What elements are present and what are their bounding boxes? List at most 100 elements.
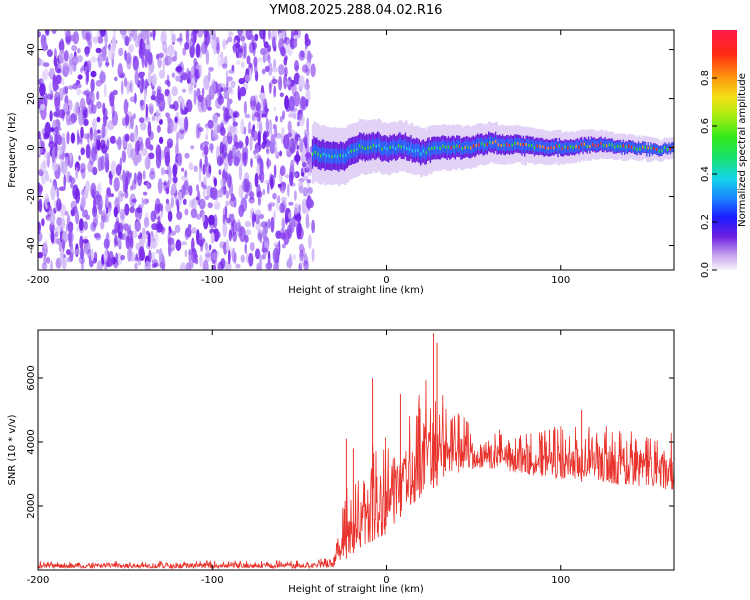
noise-blob xyxy=(42,62,50,68)
noise-blob xyxy=(235,263,241,269)
noise-blob xyxy=(200,239,204,253)
noise-blob xyxy=(51,161,59,172)
noise-blob xyxy=(158,69,165,79)
noise-blob xyxy=(267,182,270,195)
noise-blob xyxy=(118,47,124,57)
spectrogram-frame xyxy=(37,29,675,271)
noise-blob xyxy=(273,46,277,52)
noise-blob xyxy=(75,167,78,179)
noise-blob xyxy=(223,107,230,123)
noise-blob xyxy=(262,189,266,196)
noise-blob xyxy=(150,210,156,223)
noise-blob xyxy=(279,202,285,214)
noise-blob xyxy=(139,232,143,239)
noise-blob xyxy=(226,173,232,188)
noise-blob xyxy=(176,37,183,43)
noise-blob xyxy=(143,198,149,205)
noise-blob xyxy=(248,42,255,54)
noise-blob xyxy=(212,30,216,42)
noise-blob xyxy=(219,83,226,88)
noise-blob xyxy=(196,184,199,192)
noise-blob xyxy=(272,66,278,73)
noise-blob xyxy=(204,30,210,46)
noise-blob xyxy=(244,220,252,228)
noise-blob xyxy=(264,179,271,185)
noise-blob xyxy=(245,135,249,147)
colorbar: 0.0 0.2 0.4 0.6 0.8 Normalized spectral ampl… xyxy=(700,30,748,278)
noise-blob xyxy=(135,253,138,260)
noise-blob xyxy=(246,252,250,264)
snr-panel: -200 -100 0 100 2000 4000 6000 Height of stra… xyxy=(7,329,675,595)
noise-blob xyxy=(177,95,184,103)
noise-blob xyxy=(272,192,277,200)
noise-blob xyxy=(39,83,46,97)
noise-blob xyxy=(275,132,282,139)
noise-blob xyxy=(135,141,140,156)
noise-blob xyxy=(150,94,156,101)
noise-blob xyxy=(55,74,62,85)
noise-blob xyxy=(235,222,242,232)
noise-blob xyxy=(174,158,179,172)
noise-blob xyxy=(259,213,265,220)
noise-blob xyxy=(224,205,228,220)
noise-blob xyxy=(189,253,194,269)
spectrogram-x-label: Height of straight line (km) xyxy=(288,285,424,296)
noise-blob xyxy=(83,220,88,231)
noise-blob xyxy=(230,127,237,135)
noise-blob xyxy=(285,80,291,85)
noise-blob xyxy=(41,40,48,52)
noise-blob xyxy=(241,61,245,68)
spectrogram-y-ticks: -40 -20 0 20 40 xyxy=(26,43,674,254)
noise-blob xyxy=(184,175,189,191)
noise-blob xyxy=(281,127,285,136)
noise-blob xyxy=(202,212,205,223)
noise-blob xyxy=(85,214,91,220)
noise-blob xyxy=(179,39,183,46)
noise-blob xyxy=(205,123,209,128)
noise-blob xyxy=(147,121,152,137)
noise-blob xyxy=(243,172,250,187)
noise-blob xyxy=(55,238,62,245)
noise-blob xyxy=(133,172,137,185)
noise-blob xyxy=(60,78,65,86)
noise-blob xyxy=(92,166,98,176)
noise-blob xyxy=(141,30,148,42)
noise-blob xyxy=(291,82,297,97)
noise-blob xyxy=(50,230,55,244)
noise-blob xyxy=(41,218,45,227)
noise-blob xyxy=(286,152,291,157)
noise-blob xyxy=(283,229,290,246)
noise-blob xyxy=(46,49,53,57)
noise-blob xyxy=(159,261,165,269)
noise-blob xyxy=(79,235,84,250)
noise-blob xyxy=(85,32,91,42)
noise-blob xyxy=(198,127,204,133)
noise-blob xyxy=(258,92,266,101)
noise-blob xyxy=(305,213,310,229)
noise-blob xyxy=(63,174,66,188)
noise-blob xyxy=(124,133,130,142)
noise-blob xyxy=(237,141,244,149)
noise-blob xyxy=(266,148,269,154)
noise-blob xyxy=(99,30,106,37)
noise-blob xyxy=(49,110,53,122)
noise-blob xyxy=(296,212,301,224)
noise-blob xyxy=(187,81,194,95)
noise-blob xyxy=(211,136,216,142)
noise-blob xyxy=(275,115,278,123)
noise-blob xyxy=(182,98,185,111)
y-tick-label: 2000 xyxy=(26,493,37,518)
noise-blob xyxy=(261,141,266,150)
noise-blob xyxy=(144,56,148,68)
noise-blob xyxy=(58,186,66,191)
x-tick-label: -100 xyxy=(201,275,224,286)
noise-blob xyxy=(208,244,212,251)
noise-blob xyxy=(61,258,67,270)
noise-blob xyxy=(179,129,185,134)
noise-blob xyxy=(91,119,95,128)
noise-blob xyxy=(248,255,252,262)
noise-blob xyxy=(126,56,132,70)
noise-blob xyxy=(151,115,156,122)
noise-blob xyxy=(204,155,208,168)
noise-blob xyxy=(184,208,189,216)
